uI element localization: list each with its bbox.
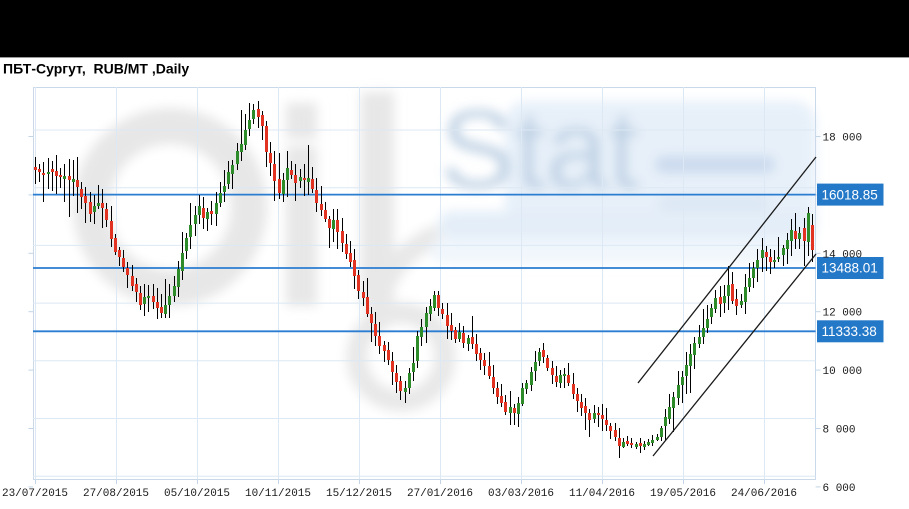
svg-text:8 000: 8 000 — [823, 425, 856, 437]
svg-text:14 000: 14 000 — [823, 249, 863, 261]
svg-text:13488.01: 13488.01 — [822, 261, 878, 276]
svg-text:10/11/2015: 10/11/2015 — [245, 488, 311, 500]
svg-text:6 000: 6 000 — [823, 483, 856, 495]
svg-text:16018.85: 16018.85 — [822, 187, 878, 202]
svg-text:27/01/2016: 27/01/2016 — [407, 488, 473, 500]
svg-text:24/06/2016: 24/06/2016 — [731, 488, 797, 500]
svg-text:15/12/2015: 15/12/2015 — [326, 488, 392, 500]
svg-text:05/10/2015: 05/10/2015 — [164, 488, 230, 500]
svg-text:03/03/2016: 03/03/2016 — [488, 488, 554, 500]
svg-text:23/07/2015: 23/07/2015 — [2, 488, 68, 500]
svg-text:12 000: 12 000 — [823, 308, 863, 320]
svg-text:11/04/2016: 11/04/2016 — [569, 488, 635, 500]
svg-text:Stat: Stat — [440, 87, 639, 212]
svg-text:ПБТ-Сургут, RUB/MT ,Daily: ПБТ-Сургут, RUB/MT ,Daily — [3, 61, 189, 77]
svg-text:19/05/2016: 19/05/2016 — [650, 488, 716, 500]
svg-text:27/08/2015: 27/08/2015 — [83, 488, 149, 500]
svg-text:11333.38: 11333.38 — [822, 324, 877, 339]
svg-text:10 000: 10 000 — [823, 366, 863, 378]
svg-text:18 000: 18 000 — [823, 133, 863, 145]
